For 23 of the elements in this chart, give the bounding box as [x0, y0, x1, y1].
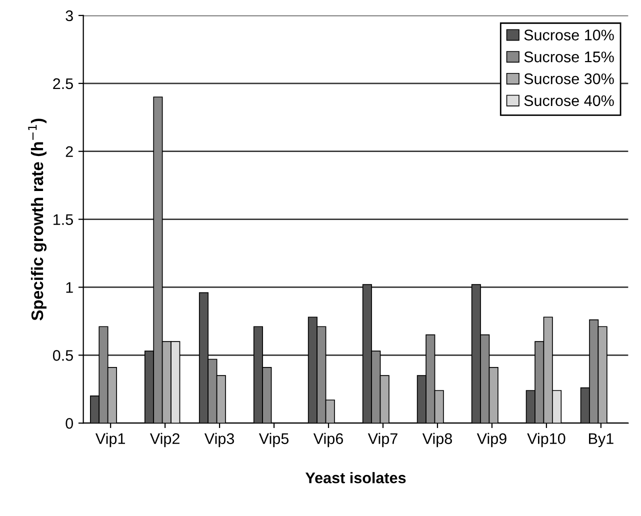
x-tick-label: Vip1	[95, 432, 125, 448]
y-tick-label: 1.5	[54, 214, 73, 225]
y-tick-label: 2.5	[53, 78, 73, 90]
y-tick-label: 3	[66, 10, 73, 22]
y-tick-label: 1	[66, 282, 73, 293]
legend-label: Sucrose 10%	[524, 30, 614, 40]
x-tick-label: Vip7	[368, 432, 398, 448]
x-tick-label: Vip10	[527, 432, 566, 448]
y-tick-label: 0	[66, 418, 74, 429]
legend-label: Sucrose 15%	[524, 52, 614, 62]
legend-label: Sucrose 30%	[524, 73, 614, 84]
y-axis-title: Specific growth rate (h$^{−1}$)	[28, 118, 47, 320]
x-tick-label: Vip2	[150, 432, 180, 448]
x-tick-label: Vip3	[204, 432, 234, 448]
y-tick-label: 0.5	[52, 350, 73, 361]
x-tick-label: Vip6	[313, 432, 343, 448]
x-tick-label: Vip5	[258, 432, 289, 448]
x-tick-label: Vip8	[422, 432, 452, 448]
y-tick-label: 2	[66, 146, 73, 157]
x-tick-label: By1	[589, 433, 614, 448]
x-axis-title: Yeast isolates	[305, 472, 406, 484]
legend-label: Sucrose 40%	[524, 95, 614, 106]
x-tick-label: Vip9	[476, 432, 506, 448]
